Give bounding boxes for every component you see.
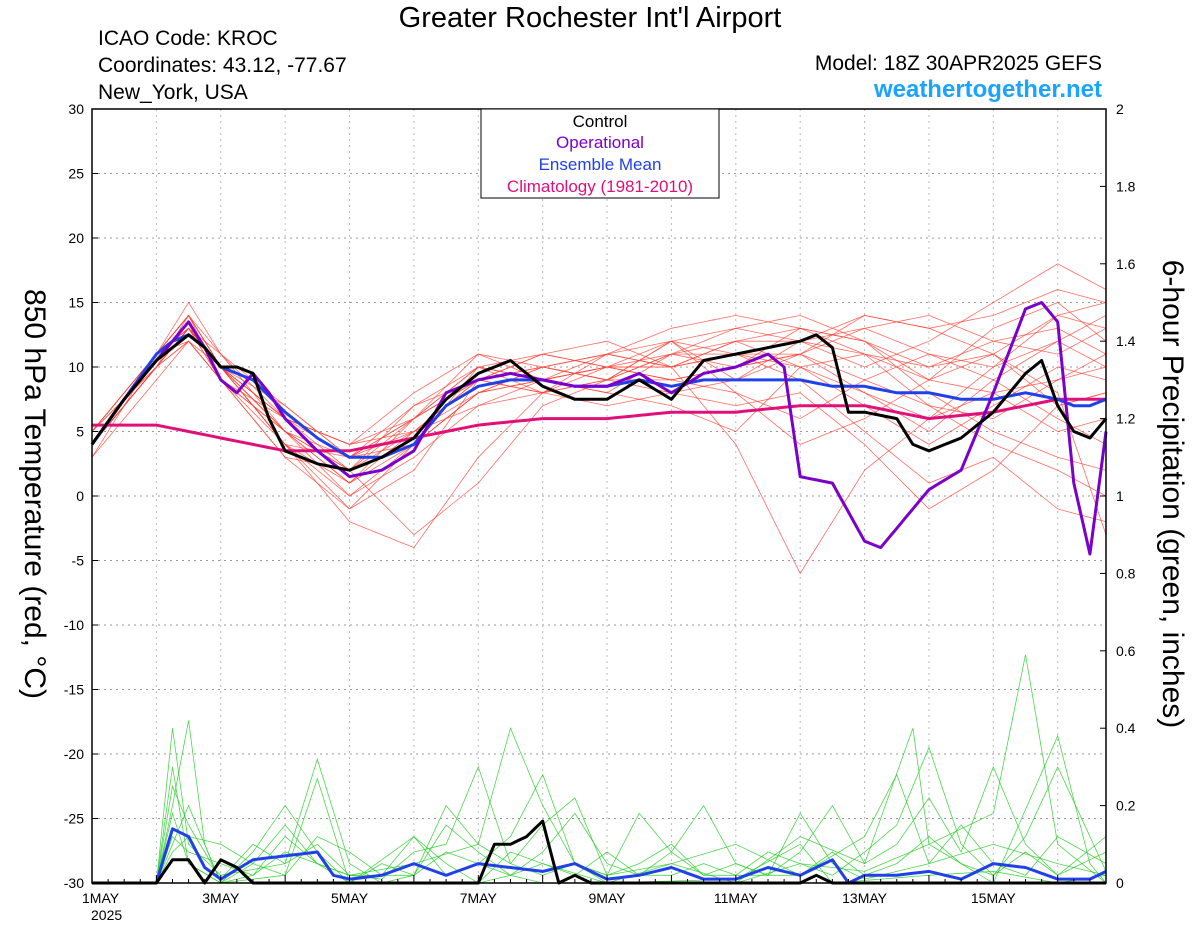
series-operational bbox=[90, 301, 1108, 556]
y-tick-label: 30 bbox=[68, 101, 84, 117]
ensemble-members-temperature bbox=[91, 263, 1107, 575]
ensemble-member-temp-2 bbox=[91, 327, 1107, 458]
y-tick-label: -30 bbox=[64, 875, 84, 891]
y2-tick-label: 0.6 bbox=[1116, 643, 1136, 659]
chart-title: Greater Rochester Int'l Airport bbox=[398, 2, 782, 34]
x-tick-label: 9MAY bbox=[589, 890, 627, 906]
ensemble-member-temp-19 bbox=[91, 314, 1107, 497]
ensemble-member-temp-5 bbox=[91, 327, 1107, 497]
ensemble-member-temp-14 bbox=[91, 327, 1107, 510]
ensemble-members-precipitation bbox=[92, 654, 1107, 884]
y-tick-label: 25 bbox=[68, 166, 84, 182]
y2-tick-label: 2 bbox=[1116, 101, 1124, 117]
ensemble-member-temp-4 bbox=[91, 301, 1107, 445]
y-tick-label: -25 bbox=[64, 811, 84, 827]
site-link[interactable]: weathertogether.net bbox=[873, 76, 1102, 103]
y2-tick-label: 1.2 bbox=[1116, 411, 1136, 427]
series-ensemble-mean-precip bbox=[92, 827, 1107, 885]
y-tick-label: -5 bbox=[72, 553, 85, 569]
x-tick-label: 7MAY bbox=[460, 890, 498, 906]
y-tick-label: 20 bbox=[68, 230, 84, 246]
legend: Control Operational Ensemble Mean Climat… bbox=[480, 108, 720, 199]
y-tick-label: -10 bbox=[64, 617, 84, 633]
grid-lines bbox=[92, 109, 1106, 883]
x-tick-label: 15MAY bbox=[971, 890, 1017, 906]
y2-tick-label: 0.2 bbox=[1116, 798, 1136, 814]
ensemble-member-precip-2 bbox=[92, 654, 1107, 884]
ensemble-member-temp-20 bbox=[91, 314, 1107, 445]
series-climatology-1981-2010 bbox=[92, 397, 1106, 453]
y-tick-label: 15 bbox=[68, 295, 84, 311]
legend-item-climatology: Climatology (1981-2010) bbox=[507, 177, 693, 196]
ensemble-member-temp-11 bbox=[91, 263, 1107, 471]
y-tick-label: -20 bbox=[64, 746, 84, 762]
y2-tick-label: 1 bbox=[1116, 488, 1124, 504]
x-tick-label: 11MAY bbox=[714, 890, 758, 906]
ensemble-member-temp-18 bbox=[91, 302, 1107, 458]
ensemble-member-precip-7 bbox=[92, 835, 1107, 884]
y-tick-label: 0 bbox=[76, 488, 84, 504]
y-tick-label: 10 bbox=[68, 359, 84, 375]
series-control bbox=[90, 333, 1108, 472]
y2-tick-label: 1.8 bbox=[1116, 178, 1136, 194]
icao-code: ICAO Code: KROC bbox=[98, 27, 278, 50]
x-tick-label: 13MAY bbox=[842, 890, 888, 906]
ensemble-member-temp-13 bbox=[91, 314, 1107, 510]
x-tick-label: 5MAY bbox=[331, 890, 369, 906]
ensemble-member-temp-16 bbox=[91, 340, 1107, 484]
ensemble-member-temp-8 bbox=[91, 314, 1107, 549]
x-tick-label: 1MAY bbox=[82, 890, 120, 906]
ensemble-member-precip-6 bbox=[92, 746, 1107, 884]
legend-item-operational: Operational bbox=[556, 133, 644, 152]
legend-box bbox=[480, 108, 720, 199]
y2-tick-label: 1.6 bbox=[1116, 256, 1136, 272]
ensemble-member-temp-15 bbox=[91, 314, 1107, 458]
axes: 302520151050-5-10-15-20-25-3021.81.61.41… bbox=[64, 101, 1136, 923]
ensemble-member-precip-3 bbox=[92, 720, 1107, 884]
plot-frame bbox=[91, 108, 1107, 884]
location: New_York, USA bbox=[98, 81, 248, 104]
ensemble-member-precip-4 bbox=[92, 757, 1107, 884]
ensemble-member-precip-8 bbox=[92, 765, 1107, 884]
main-series bbox=[90, 301, 1108, 885]
x-tick-label: 3MAY bbox=[202, 890, 240, 906]
series-ensemble-mean bbox=[90, 333, 1107, 459]
y2-tick-label: 0.4 bbox=[1116, 720, 1136, 736]
ensemble-member-temp-6 bbox=[91, 314, 1107, 575]
y2-tick-label: 0.8 bbox=[1116, 565, 1136, 581]
x-tick-sublabel: 2025 bbox=[91, 907, 122, 923]
y-tick-label: -15 bbox=[64, 682, 84, 698]
coordinates: Coordinates: 43.12, -77.67 bbox=[98, 54, 347, 77]
legend-item-control: Control bbox=[573, 112, 628, 131]
model-run: Model: 18Z 30APR2025 GEFS bbox=[814, 52, 1102, 75]
ensemble-member-temp-9 bbox=[91, 289, 1107, 458]
y2-tick-label: 1.4 bbox=[1116, 333, 1136, 349]
legend-item-ensemble-mean: Ensemble Mean bbox=[539, 155, 662, 174]
y-tick-label: 5 bbox=[76, 424, 84, 440]
y2-tick-label: 0 bbox=[1116, 875, 1124, 891]
